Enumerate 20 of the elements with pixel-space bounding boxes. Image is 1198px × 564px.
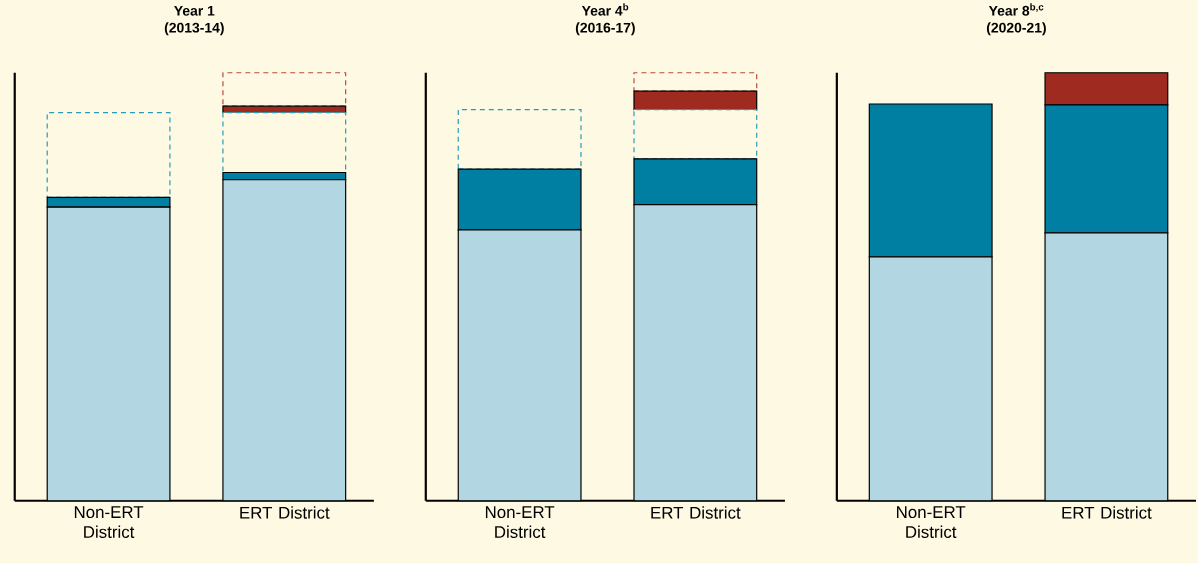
chart-title: Year 1 [174,6,215,16]
bar [633,90,758,111]
bar [633,109,758,160]
chart-subtitle: (2020-21) [986,22,1046,36]
chart-subtitle: (2013-14) [164,22,224,36]
bar [457,109,582,170]
x-tick-label: ERT District [1062,506,1152,519]
bar [46,112,171,199]
bar [222,105,347,114]
x-tick-label: Non-ERT District [74,506,144,539]
chart-title: Year 4$^{b}$ [581,3,629,16]
x-tick-label: Non-ERT District [485,506,555,539]
bar [633,72,758,92]
x-tick-label: Non-ERT District [897,506,966,539]
bar [222,72,347,107]
bar [222,112,347,174]
chart-title: Year 8$^{b,c}$ [988,3,1044,16]
x-tick-label: ERT District [240,506,330,519]
x-tick-label: ERT District [651,506,741,519]
chart-subtitle: (2016-17) [575,22,635,36]
